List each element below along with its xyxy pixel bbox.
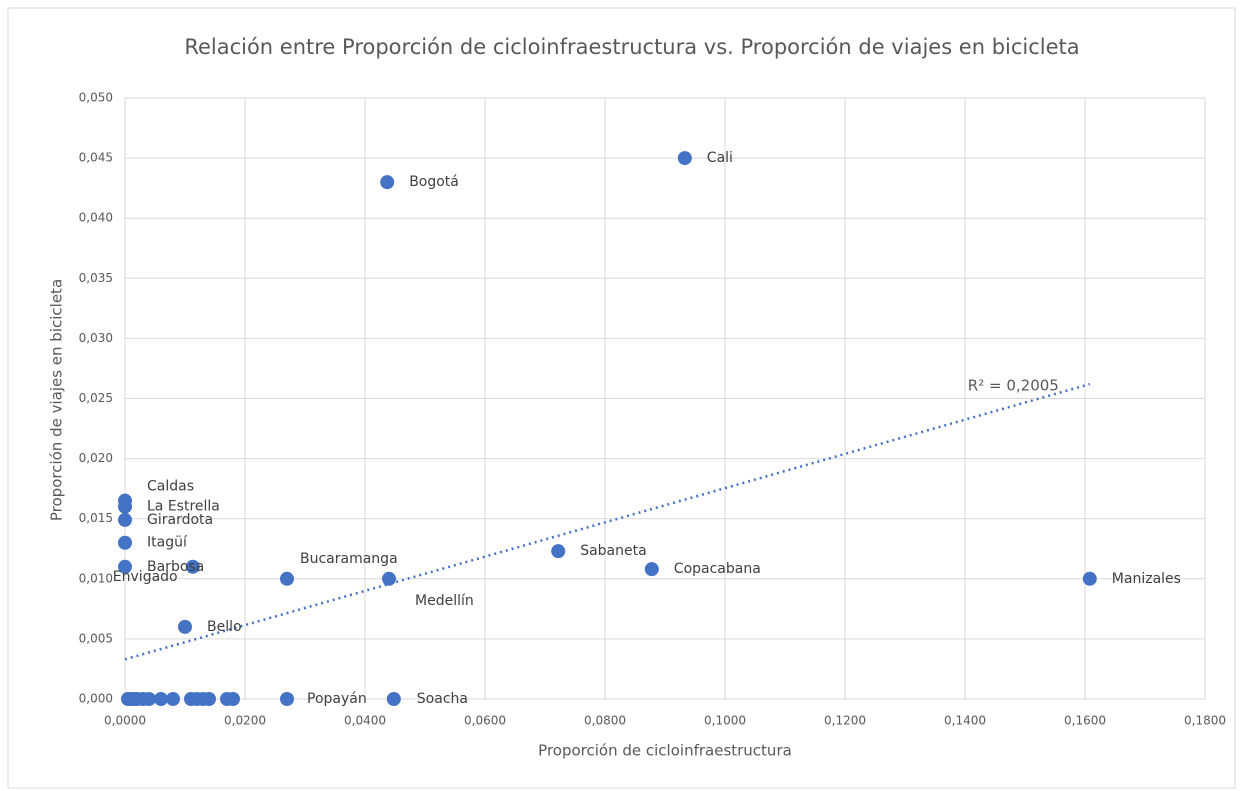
x-axis-title: Proporción de cicloinfraestructura <box>538 742 792 760</box>
point-label: Bello <box>207 619 242 635</box>
point <box>154 692 168 706</box>
point <box>118 512 132 527</box>
x-tick-label: 0,1200 <box>824 714 866 728</box>
y-tick-label: 0,040 <box>79 211 113 225</box>
point <box>226 692 240 706</box>
y-tick-label: 0,030 <box>79 331 113 345</box>
y-tick-label: 0,035 <box>79 271 113 285</box>
point <box>1082 571 1097 586</box>
x-tick-label: 0,0000 <box>104 714 146 728</box>
point <box>280 692 294 706</box>
y-tick-label: 0,045 <box>79 151 113 165</box>
trendline-annotation: R² = 0,2005 <box>968 377 1059 395</box>
point <box>280 571 294 586</box>
x-tick-label: 0,0400 <box>344 714 386 728</box>
point <box>677 151 692 166</box>
point <box>166 692 180 706</box>
point-label: Manizales <box>1112 571 1181 587</box>
y-tick-label: 0,015 <box>79 511 113 525</box>
point <box>142 692 156 706</box>
point <box>382 571 396 586</box>
x-tick-label: 0,1800 <box>1184 714 1226 728</box>
point-label: Caldas <box>147 479 194 495</box>
point <box>380 175 395 190</box>
point-label: Copacabana <box>674 561 761 577</box>
y-tick-label: 0,000 <box>79 692 113 706</box>
point-label: Medellín <box>415 593 474 609</box>
chart-title: Relación entre Proporción de cicloinfrae… <box>184 35 1079 59</box>
point-label: Bogotá <box>409 174 459 190</box>
y-tick-label: 0,020 <box>79 451 113 465</box>
x-tick-label: 0,0200 <box>224 714 266 728</box>
y-tick-label: 0,025 <box>79 391 113 405</box>
point-label: La Estrella <box>147 499 220 515</box>
point-label: Popayán <box>307 691 367 707</box>
point <box>551 544 566 559</box>
x-tick-label: 0,0800 <box>584 714 626 728</box>
point <box>185 559 200 574</box>
point <box>118 535 132 550</box>
y-tick-label: 0,010 <box>79 571 113 585</box>
point <box>118 559 132 574</box>
x-tick-label: 0,1600 <box>1064 714 1106 728</box>
point <box>644 562 659 577</box>
point-label: Barbosa <box>147 559 204 575</box>
point-label: Envigado <box>113 569 178 585</box>
point-label: Sabaneta <box>580 543 647 559</box>
y-tick-label: 0,050 <box>79 91 113 105</box>
point <box>202 692 216 706</box>
point <box>178 619 192 634</box>
point-label: Bucaramanga <box>300 551 398 567</box>
x-tick-label: 0,1400 <box>944 714 986 728</box>
point-label: Girardota <box>147 512 213 528</box>
point-label: Itagüí <box>147 535 188 551</box>
point-label: Soacha <box>417 691 468 707</box>
x-tick-label: 0,1000 <box>704 714 746 728</box>
point <box>118 499 132 514</box>
point-label: Cali <box>707 150 733 166</box>
y-tick-label: 0,005 <box>79 631 113 645</box>
y-axis-title: Proporción de viajes en bicicleta <box>48 279 66 521</box>
point <box>386 692 401 706</box>
x-tick-label: 0,0600 <box>464 714 506 728</box>
